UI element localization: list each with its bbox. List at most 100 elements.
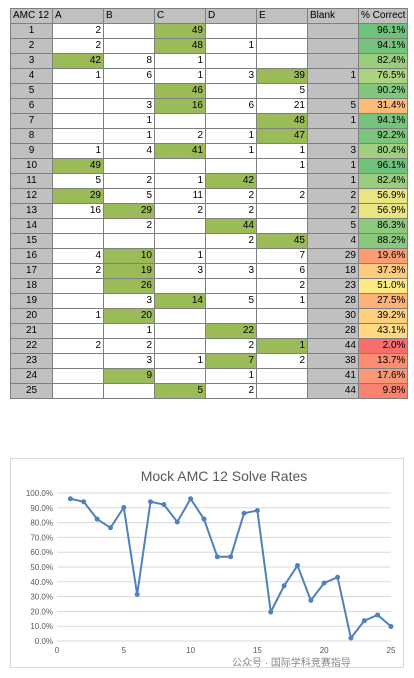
answer-count-d: 2 [205, 338, 257, 354]
blank-count: 44 [307, 338, 359, 354]
answer-count-a: 29 [52, 188, 104, 204]
blank-count: 5 [307, 218, 359, 234]
blank-count: 1 [307, 158, 359, 174]
answer-count-a [52, 83, 104, 99]
answer-count-d: 1 [205, 368, 257, 384]
answer-count-a: 2 [52, 338, 104, 354]
y-tick-label: 0.0% [35, 637, 53, 646]
answer-count-e [256, 23, 308, 39]
answer-count-c: 41 [154, 143, 206, 159]
data-point [228, 554, 234, 560]
data-point [201, 516, 207, 522]
blank-count: 44 [307, 383, 359, 399]
answer-count-b: 3 [103, 293, 155, 309]
table-row: 11 5 2 1 42 1 82.4% [10, 173, 409, 189]
answer-count-e: 7 [256, 248, 308, 264]
answer-count-b [103, 38, 155, 54]
answer-count-b: 29 [103, 203, 155, 219]
answer-count-e [256, 203, 308, 219]
answer-count-e [256, 53, 308, 69]
blank-count: 38 [307, 353, 359, 369]
problem-number: 2 [10, 38, 53, 54]
percent-correct: 2.0% [357, 338, 409, 354]
answer-count-d [205, 158, 257, 174]
percent-correct: 94.1% [357, 38, 409, 54]
x-tick-label: 0 [55, 646, 60, 655]
problem-number: 7 [10, 113, 53, 129]
table-row: 4 1 6 1 3 39 1 76.5% [10, 68, 409, 84]
x-tick-label: 20 [320, 646, 329, 655]
problem-number: 25 [10, 383, 53, 399]
answer-count-d: 5 [205, 293, 257, 309]
answer-count-d: 1 [205, 143, 257, 159]
table-row: 24 9 1 41 17.6% [10, 368, 409, 384]
answer-count-a: 1 [52, 143, 104, 159]
problem-number: 21 [10, 323, 53, 339]
answer-count-a [52, 323, 104, 339]
blank-count: 1 [307, 113, 359, 129]
answer-count-b: 6 [103, 68, 155, 84]
answer-count-c [154, 308, 206, 324]
answer-count-e: 45 [256, 233, 308, 249]
answer-count-d: 1 [205, 38, 257, 54]
answer-count-a [52, 278, 104, 294]
blank-count: 3 [307, 143, 359, 159]
header-d: D [205, 8, 257, 24]
answer-count-a [52, 353, 104, 369]
problem-number: 1 [10, 23, 53, 39]
percent-correct: 9.8% [357, 383, 409, 399]
answer-count-e: 1 [256, 338, 308, 354]
answer-count-b: 1 [103, 323, 155, 339]
answer-count-b [103, 383, 155, 399]
table-row: 25 5 2 44 9.8% [10, 383, 409, 399]
problem-number: 18 [10, 278, 53, 294]
answer-count-d: 1 [205, 128, 257, 144]
table-row: 15 2 45 4 88.2% [10, 233, 409, 249]
data-point [94, 516, 100, 522]
answer-count-c: 49 [154, 23, 206, 39]
answer-count-b: 3 [103, 353, 155, 369]
answer-count-b: 20 [103, 308, 155, 324]
answer-count-d: 44 [205, 218, 257, 234]
answer-count-c: 1 [154, 68, 206, 84]
answer-count-d: 2 [205, 203, 257, 219]
header-a: A [52, 8, 104, 24]
percent-correct: 51.0% [357, 278, 409, 294]
answer-count-a: 16 [52, 203, 104, 219]
problem-number: 14 [10, 218, 53, 234]
answer-count-a: 42 [52, 53, 104, 69]
answer-count-d [205, 308, 257, 324]
answer-count-a [52, 368, 104, 384]
answer-count-c [154, 233, 206, 249]
y-tick-label: 70.0% [30, 533, 53, 542]
answer-count-c [154, 218, 206, 234]
percent-correct: 39.2% [357, 308, 409, 324]
data-point [148, 499, 154, 505]
blank-count [307, 23, 359, 39]
table-row: 7 1 48 1 94.1% [10, 113, 409, 129]
table-row: 2 2 48 1 94.1% [10, 38, 409, 54]
percent-correct: 80.4% [357, 143, 409, 159]
percent-correct: 19.6% [357, 248, 409, 264]
answer-count-c [154, 323, 206, 339]
answer-count-a [52, 128, 104, 144]
answer-count-e: 48 [256, 113, 308, 129]
answer-count-c: 3 [154, 263, 206, 279]
percent-correct: 82.4% [357, 53, 409, 69]
problem-number: 23 [10, 353, 53, 369]
header-b: B [103, 8, 155, 24]
problem-number: 17 [10, 263, 53, 279]
answer-count-c [154, 158, 206, 174]
answer-count-c: 1 [154, 53, 206, 69]
table-row: 3 42 8 1 82.4% [10, 53, 409, 69]
answer-count-e [256, 308, 308, 324]
answer-count-e: 2 [256, 188, 308, 204]
answer-count-e: 1 [256, 293, 308, 309]
answer-count-a: 2 [52, 38, 104, 54]
blank-count: 4 [307, 233, 359, 249]
header-c: C [154, 8, 206, 24]
y-tick-label: 100.0% [26, 489, 53, 498]
answer-count-b: 9 [103, 368, 155, 384]
answer-count-e: 6 [256, 263, 308, 279]
answer-count-b: 10 [103, 248, 155, 264]
